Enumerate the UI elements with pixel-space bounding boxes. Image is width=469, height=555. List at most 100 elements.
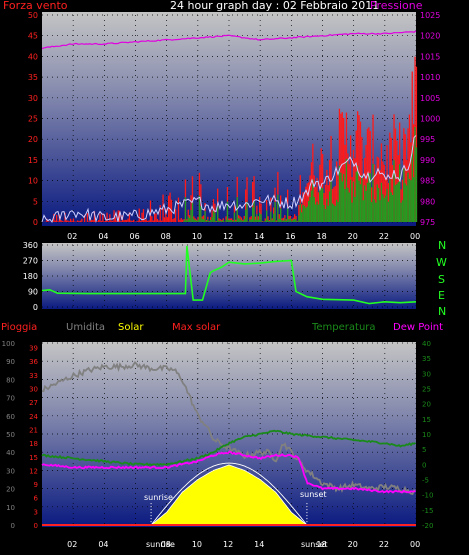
wind-gust-bar: [340, 113, 342, 222]
wind-gust-bar: [250, 216, 252, 222]
wind-average-bar: [197, 219, 199, 222]
wind-average-bar: [295, 219, 297, 222]
wind-gust-bar: [177, 197, 180, 222]
wind-tick-label: 50: [28, 11, 38, 20]
wind-average-bar: [319, 190, 321, 222]
wind-average-bar: [372, 163, 374, 222]
rain-tick-label: 3: [34, 508, 38, 516]
legend-pioggia: Pioggia: [1, 322, 37, 333]
wind-average-bar: [275, 221, 278, 222]
wind-gust-bar: [338, 108, 341, 222]
wind-gust-bar: [53, 213, 55, 222]
compass-s: S: [438, 273, 445, 286]
wind-gust-bar: [140, 220, 142, 222]
wind-gust-bar: [72, 218, 75, 222]
wind-gust-bar: [205, 220, 208, 222]
wind-average-bar: [362, 200, 364, 222]
wind-gust-bar: [246, 177, 248, 222]
wind-average-bar: [324, 208, 327, 222]
wind-average-bar: [400, 202, 402, 222]
wind-gust-bar: [288, 215, 290, 222]
wind-gust-bar: [218, 218, 220, 222]
direction-tick-label: 0: [33, 303, 38, 312]
wind-average-bar: [375, 202, 377, 222]
wind-average-bar: [385, 195, 387, 222]
wind-gust-bar: [365, 145, 367, 222]
wind-tick-label: 25: [28, 115, 38, 124]
wind-gust-bar: [172, 219, 174, 222]
wind-average-bar: [348, 192, 350, 222]
wind-gust-bar: [86, 213, 89, 222]
wind-average-bar: [376, 184, 378, 222]
wind-gust-bar: [245, 189, 247, 222]
wind-gust-bar: [298, 204, 300, 222]
wind-average-bar: [264, 220, 266, 222]
wind-x-tick-label: 14: [254, 232, 264, 241]
wind-average-bar: [357, 165, 359, 222]
wind-gust-bar: [180, 217, 182, 222]
wind-gust-bar: [322, 154, 324, 222]
wind-average-bar: [301, 212, 303, 222]
compass-n-top: N: [438, 239, 446, 252]
wind-average-bar: [229, 220, 231, 222]
wind-average-bar: [218, 220, 220, 222]
wind-average-bar: [273, 213, 275, 222]
wind-average-bar: [285, 220, 287, 222]
wind-average-bar: [187, 216, 189, 222]
wind-average-bar: [228, 219, 230, 222]
wind-gust-bar: [211, 210, 213, 222]
wind-average-bar: [299, 203, 301, 222]
wind-gust-bar: [106, 212, 108, 222]
temperature-tick-label: 5: [422, 446, 426, 454]
pressure-tick-label: 975: [420, 218, 435, 227]
wind-tick-label: 15: [28, 156, 38, 165]
wind-gust-bar: [127, 218, 129, 222]
wind-average-bar: [250, 219, 252, 222]
rain-tick-label: 27: [29, 399, 38, 407]
wind-average-bar: [393, 160, 395, 222]
wind-gust-bar: [114, 216, 117, 222]
wind-average-bar: [410, 180, 412, 222]
wind-gust-bar: [128, 212, 131, 222]
wind-gust-bar: [65, 220, 68, 222]
wind-gust-bar: [278, 214, 280, 222]
rain-tick-label: 0: [34, 522, 38, 530]
wind-gust-bar: [392, 165, 394, 222]
compass-w: W: [436, 256, 447, 269]
wind-gust-bar: [159, 205, 161, 222]
wind-average-bar: [382, 194, 384, 222]
wind-gust-bar: [145, 219, 147, 222]
wind-average-bar: [413, 177, 415, 222]
wind-gust-bar: [135, 221, 138, 222]
wind-average-bar: [205, 221, 208, 222]
wind-average-bar: [252, 207, 254, 222]
wind-gust-bar: [261, 221, 264, 222]
rain-tick-label: 33: [29, 372, 38, 380]
wind-average-bar: [379, 200, 381, 222]
wind-average-bar: [334, 206, 336, 222]
humidity-tick-label: 90: [6, 358, 15, 366]
wind-average-bar: [288, 219, 290, 222]
rain-tick-label: 30: [29, 386, 38, 394]
wind-gust-bar: [67, 220, 69, 222]
wind-gust-bar: [362, 177, 364, 222]
rain-tick-label: 24: [29, 413, 38, 421]
wind-gust-bar: [267, 216, 269, 222]
wind-gust-bar: [183, 219, 185, 222]
wind-average-bar: [267, 219, 269, 222]
wind-x-tick-label: 18: [317, 232, 327, 241]
humidity-tick-label: 0: [11, 522, 15, 530]
wind-average-bar: [345, 158, 348, 222]
wind-average-bar: [308, 201, 310, 222]
wind-gust-bar: [144, 219, 146, 222]
weather-x-tick-label: 22: [379, 540, 389, 549]
wind-tick-label: 30: [28, 94, 38, 103]
wind-gust-bar: [260, 203, 262, 222]
wind-gust-bar: [354, 158, 356, 222]
wind-average-bar: [359, 184, 362, 222]
wind-average-bar: [287, 208, 289, 222]
direction-tick-label: 180: [23, 272, 38, 281]
wind-average-bar: [243, 219, 245, 222]
wind-gust-bar: [333, 187, 335, 222]
